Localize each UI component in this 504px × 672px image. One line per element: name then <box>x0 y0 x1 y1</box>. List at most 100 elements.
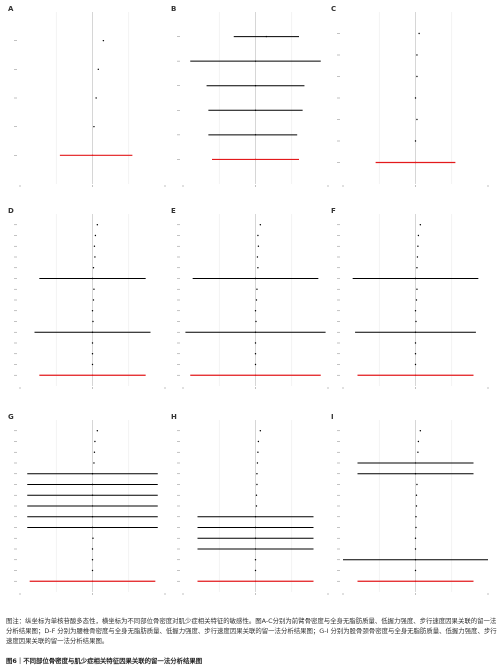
overall-point <box>414 161 417 164</box>
estimate-point <box>91 505 94 507</box>
estimate-point <box>414 353 417 355</box>
estimate-point <box>254 85 257 87</box>
estimate-point <box>256 256 259 258</box>
estimate-point <box>417 234 420 237</box>
panel-label: B <box>171 5 176 13</box>
estimate-point <box>91 559 94 561</box>
panel-f: F <box>331 207 489 389</box>
estimate-point <box>254 310 257 312</box>
estimate-point <box>96 224 99 226</box>
estimate-point <box>254 569 257 572</box>
estimate-point <box>91 526 94 529</box>
estimate-point <box>416 118 418 121</box>
estimate-point <box>255 320 257 323</box>
estimate-point <box>414 569 417 572</box>
estimate-point <box>254 516 257 518</box>
panel-label: I <box>331 413 334 421</box>
estimate-point <box>256 473 258 475</box>
estimate-point <box>91 483 94 486</box>
panel-label: H <box>171 413 177 421</box>
estimate-point <box>254 548 257 550</box>
estimate-point <box>94 234 97 237</box>
estimate-point <box>91 548 94 550</box>
estimate-point <box>91 277 94 280</box>
overall-point <box>254 158 257 161</box>
estimate-point <box>91 342 94 344</box>
panel-h: H <box>171 413 329 595</box>
estimate-point <box>93 451 96 453</box>
figure-caption-title: 图6｜不同部位骨密度与肌少症相关特征因果关联的留一法分析结果图 <box>6 657 203 665</box>
figure-caption-note: 图注：纵坐标为单核苷酸多态性，横坐标为不同部位骨密度对肌少症相关特征的敏感性。图… <box>6 617 497 645</box>
estimate-point <box>91 494 94 496</box>
estimate-point <box>414 363 417 366</box>
estimate-point <box>257 245 260 247</box>
estimate-point <box>254 559 257 561</box>
panel-i: I <box>331 413 489 595</box>
estimate-point <box>255 505 258 507</box>
estimate-point <box>255 494 258 496</box>
estimate-point <box>415 494 418 496</box>
estimate-point <box>414 559 417 561</box>
estimate-point <box>92 299 95 301</box>
estimate-point <box>419 430 422 432</box>
estimate-point <box>259 224 262 226</box>
panel-label: G <box>8 413 14 421</box>
estimate-point <box>416 54 418 56</box>
overall-point <box>414 374 417 376</box>
estimate-point <box>416 256 419 258</box>
panel-b: B <box>171 5 329 187</box>
estimate-point <box>255 299 258 301</box>
estimate-point <box>414 331 417 333</box>
estimate-point <box>416 267 418 269</box>
estimate-point <box>414 548 417 550</box>
estimate-point <box>254 134 257 136</box>
panel-e: E <box>171 207 329 389</box>
estimate-point <box>414 342 417 344</box>
estimate-point <box>257 234 259 237</box>
estimate-point <box>256 462 259 464</box>
estimate-point <box>254 60 257 62</box>
overall-point <box>91 374 94 376</box>
estimate-point <box>93 288 95 290</box>
estimate-point <box>254 353 257 355</box>
estimate-point <box>257 451 259 453</box>
panel-d: D <box>8 207 166 389</box>
estimate-point <box>416 288 418 290</box>
panel-label: C <box>331 5 336 13</box>
panel-g: G <box>8 413 166 595</box>
estimate-point <box>414 97 417 99</box>
estimate-point <box>414 537 417 539</box>
estimate-point <box>417 451 419 453</box>
estimate-point <box>94 256 96 258</box>
estimate-point <box>94 440 96 443</box>
estimate-point <box>91 363 94 366</box>
estimate-point <box>414 277 417 280</box>
panel-c: C <box>331 5 489 187</box>
estimate-point <box>417 245 419 247</box>
panel-label: A <box>8 5 14 13</box>
panel-label: E <box>171 207 176 215</box>
estimate-point <box>417 440 420 443</box>
estimate-point <box>416 75 418 78</box>
estimate-point <box>254 277 257 280</box>
estimate-point <box>92 267 95 269</box>
estimate-point <box>259 430 262 432</box>
estimate-point <box>91 473 94 475</box>
overall-point <box>254 580 257 582</box>
estimate-point <box>92 320 94 323</box>
estimate-point <box>415 320 417 323</box>
estimate-point <box>257 267 259 269</box>
estimate-point <box>254 109 257 111</box>
estimate-point <box>91 569 94 572</box>
estimate-point <box>414 140 417 142</box>
estimate-point <box>254 342 257 344</box>
estimate-point <box>91 331 94 333</box>
overall-point <box>91 154 94 157</box>
estimate-point <box>415 516 417 518</box>
estimate-point <box>415 299 418 301</box>
estimate-point <box>415 505 418 507</box>
estimate-point <box>416 483 418 486</box>
estimate-point <box>256 483 258 486</box>
estimate-point <box>415 526 417 529</box>
panel-label: F <box>331 207 336 215</box>
